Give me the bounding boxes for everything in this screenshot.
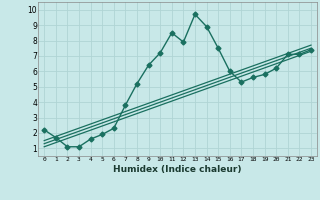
X-axis label: Humidex (Indice chaleur): Humidex (Indice chaleur) — [113, 165, 242, 174]
